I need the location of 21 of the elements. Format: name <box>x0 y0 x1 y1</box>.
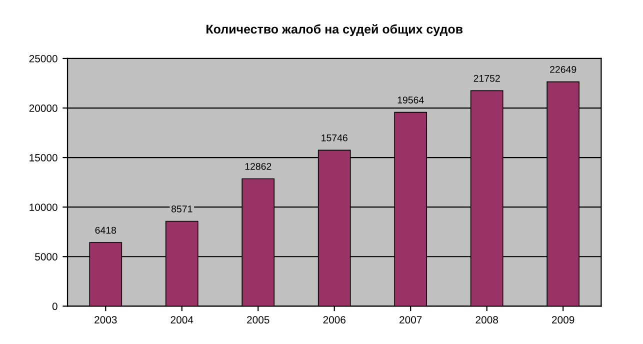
data-label: 12862 <box>245 162 272 170</box>
chart-title: Количество жалоб на судей общих судов <box>206 24 463 36</box>
x-tick-label: 2005 <box>247 316 270 324</box>
y-tick-label: 10000 <box>30 204 58 211</box>
x-tick-label: 2007 <box>400 316 422 324</box>
y-tick-label: 20000 <box>29 104 58 112</box>
x-tick-label: 2003 <box>94 316 117 324</box>
x-tick-label: 2009 <box>552 316 574 324</box>
x-tick-label: 2004 <box>170 316 194 324</box>
data-label: 19564 <box>398 96 424 104</box>
x-tick-label: 2006 <box>323 316 346 324</box>
y-tick-label: 0 <box>52 302 58 310</box>
data-label: 21752 <box>474 74 500 82</box>
data-label: 6418 <box>95 226 116 234</box>
data-label: 15746 <box>322 134 348 142</box>
data-label: 8571 <box>171 205 192 212</box>
y-tick-label: 5000 <box>35 253 58 260</box>
data-label: 22649 <box>550 66 576 73</box>
x-tick-label: 2008 <box>476 316 498 324</box>
y-tick-label: 15000 <box>30 154 58 162</box>
y-tick-label: 25000 <box>29 54 58 62</box>
